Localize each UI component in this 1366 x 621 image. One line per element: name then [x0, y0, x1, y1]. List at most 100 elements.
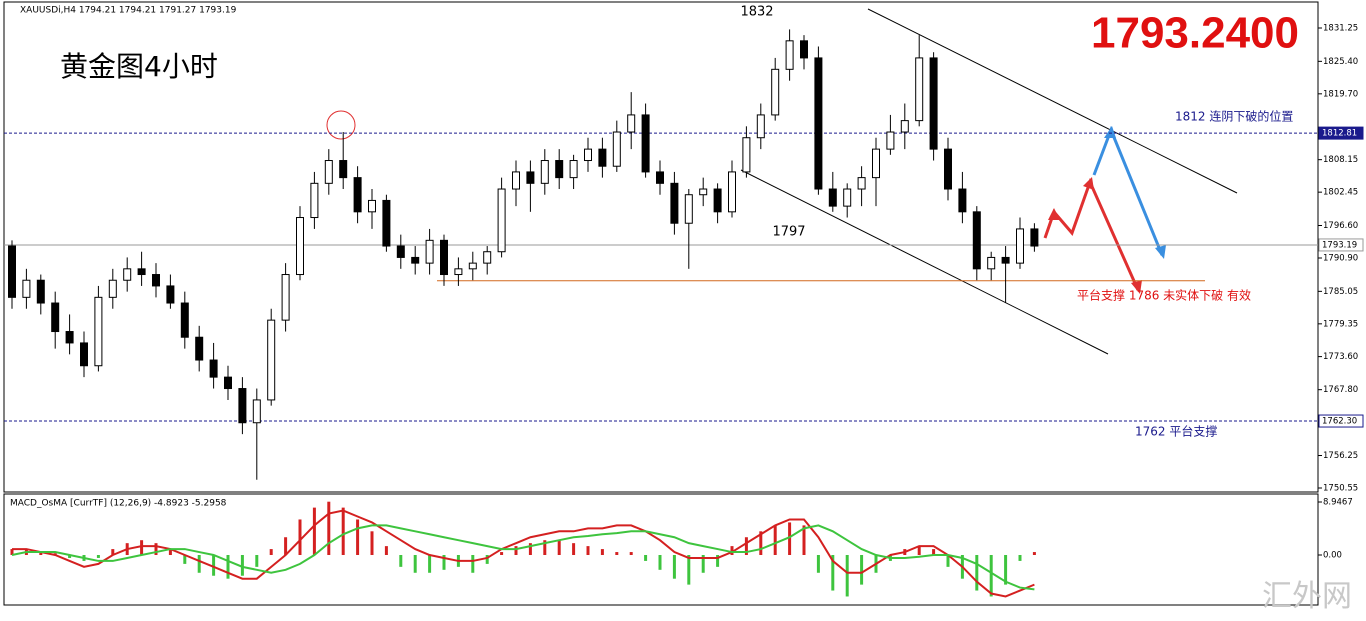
candle-body	[584, 148, 592, 162]
candle-body	[612, 131, 621, 167]
candle-body	[454, 268, 463, 276]
candle-body	[944, 148, 952, 190]
candle-body	[742, 137, 751, 173]
candle-body	[36, 279, 45, 304]
candle-body	[468, 262, 477, 270]
candle-body	[728, 171, 736, 213]
main-frame	[3, 1, 1319, 493]
candle-body	[526, 171, 535, 184]
candle-body	[656, 171, 664, 184]
annotation: 平台支撑 1786 未实体下破 有效	[1077, 288, 1251, 303]
arrowhead	[1048, 208, 1060, 220]
arrowhead	[1083, 177, 1094, 190]
candle-body	[598, 148, 607, 167]
annotation: 1832	[740, 5, 773, 20]
y-tick-label: 1773.60	[1323, 352, 1358, 362]
candle-body	[886, 131, 895, 150]
candle-body	[310, 182, 319, 219]
candle-body	[411, 256, 420, 264]
candle-body	[756, 114, 765, 139]
macd-line	[11, 524, 1035, 591]
y-tick-label: 1831.25	[1323, 23, 1358, 33]
level-label: 1762.30	[1322, 417, 1357, 427]
macd-label: MACD_OsMA [CurrTF] (12,26,9) -4.8923 -5.…	[10, 499, 227, 509]
y-tick-label: 1750.55	[1323, 484, 1358, 494]
candle-body	[857, 177, 866, 190]
candle-body	[843, 188, 852, 207]
arrowhead	[1155, 245, 1166, 259]
y-tick-label: 1779.35	[1323, 319, 1358, 329]
level-label: 1793.19	[1322, 240, 1357, 250]
annotation: 1797	[772, 225, 805, 240]
candle-body	[382, 199, 391, 247]
candle-body	[1016, 228, 1024, 264]
candle-body	[80, 342, 88, 367]
candle-body	[51, 302, 60, 333]
annotation: 1812 连阴下破的位置	[1175, 109, 1293, 124]
level-box	[1318, 414, 1364, 428]
candle-body	[771, 68, 780, 116]
chart-title: 黄金图4小时	[60, 50, 218, 83]
level-box	[1318, 126, 1364, 140]
candle-body	[800, 40, 808, 59]
y-tick-label: 1796.60	[1323, 221, 1358, 231]
candle-body	[353, 177, 362, 213]
candle-body	[123, 268, 132, 281]
arrowhead	[1131, 280, 1142, 294]
y-tick-label: 1790.90	[1323, 253, 1358, 263]
channel-upper	[867, 8, 1238, 194]
candle-body	[180, 302, 189, 338]
candle-body	[94, 296, 103, 367]
candle-body	[929, 57, 938, 150]
macd-frame	[3, 493, 1319, 606]
candle-body	[512, 171, 520, 190]
candle-body	[195, 336, 204, 361]
candle-body	[828, 188, 837, 207]
candle-body	[152, 274, 160, 287]
candle-body	[425, 239, 434, 264]
candle-body	[915, 57, 924, 122]
y-tick-label: 1825.40	[1323, 57, 1358, 67]
candle-body	[209, 359, 218, 378]
candle-body	[252, 399, 261, 424]
level-label: 1812.81	[1322, 129, 1357, 139]
candle-body	[108, 279, 117, 298]
candle-body	[22, 279, 31, 298]
candle-body	[166, 285, 175, 304]
candle-body	[972, 211, 981, 270]
candle-body	[137, 268, 146, 276]
y-tick-label: 1802.45	[1323, 188, 1358, 198]
macd-tick-label: 8.9467	[1323, 498, 1353, 508]
y-tick-label: 1808.15	[1323, 155, 1358, 165]
candle-body	[497, 188, 506, 253]
level-box	[1318, 238, 1364, 252]
candle-body	[267, 319, 276, 401]
candle-body	[785, 40, 794, 70]
forecast-arrows	[1043, 125, 1166, 294]
y-tick-label: 1819.70	[1323, 89, 1358, 99]
candle-body	[224, 376, 232, 390]
candle-body	[641, 114, 650, 173]
candle-body	[569, 160, 578, 179]
y-tick-label: 1767.80	[1323, 385, 1358, 395]
candle-body	[555, 160, 564, 179]
candle-body	[8, 245, 16, 298]
candle-body	[281, 274, 290, 321]
candle-body	[699, 188, 708, 196]
candle-body	[540, 160, 549, 184]
candle-body	[900, 120, 909, 133]
y-tick-label: 1756.25	[1323, 451, 1358, 461]
arrowhead	[1104, 126, 1116, 138]
candle-body	[958, 188, 967, 213]
candle-body	[296, 217, 304, 276]
candle-body	[713, 188, 722, 213]
candle-body	[65, 331, 74, 344]
candle-body	[872, 148, 880, 179]
highlight-circle	[326, 110, 356, 140]
candle-body	[814, 57, 823, 190]
candle-body	[440, 239, 448, 276]
candle-body	[238, 388, 247, 424]
channel-lower	[740, 169, 1109, 355]
candle-body	[368, 199, 376, 213]
